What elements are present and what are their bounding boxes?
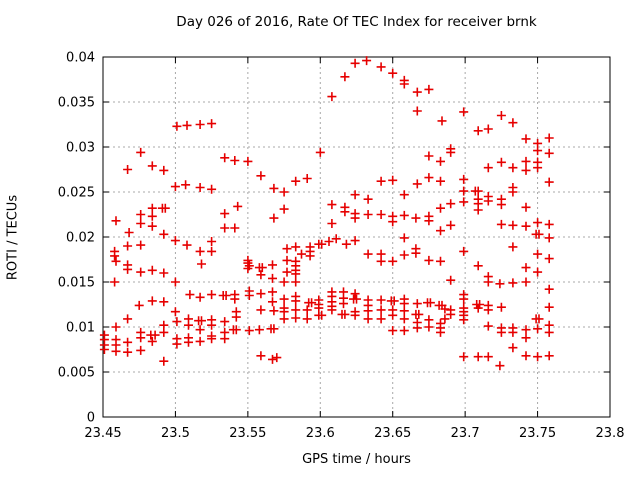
y-tick-label: 0.035 xyxy=(58,96,95,111)
y-axis-label: ROTI / TECUs xyxy=(5,194,21,281)
x-tick-label: 23.45 xyxy=(84,426,121,441)
y-tick-label: 0.04 xyxy=(66,51,95,66)
x-tick-label: 23.65 xyxy=(374,426,411,441)
x-tick-label: 23.7 xyxy=(451,426,480,441)
chart-title: Day 026 of 2016, Rate Of TEC Index for r… xyxy=(176,14,537,30)
grid-lines xyxy=(103,57,610,417)
data-points xyxy=(99,56,554,371)
tick-marks xyxy=(102,56,611,418)
tick-labels: 23.45 23.5 23.55 23.6 23.65 23.7 23.75 23.8 0 0.0… xyxy=(58,51,625,442)
x-tick-label: 23.55 xyxy=(229,426,266,441)
y-tick-label: 0.01 xyxy=(66,321,95,336)
x-tick-label: 23.5 xyxy=(161,426,190,441)
x-axis-label: GPS time / hours xyxy=(302,452,411,467)
y-tick-label: 0.005 xyxy=(58,366,95,381)
x-tick-label: 23.8 xyxy=(596,426,625,441)
x-tick-label: 23.6 xyxy=(306,426,335,441)
y-tick-label: 0.03 xyxy=(66,141,95,156)
x-tick-label: 23.75 xyxy=(519,426,556,441)
y-tick-label: 0 xyxy=(87,411,95,426)
y-tick-label: 0.02 xyxy=(66,231,95,246)
y-tick-label: 0.025 xyxy=(58,186,95,201)
y-tick-label: 0.015 xyxy=(58,276,95,291)
